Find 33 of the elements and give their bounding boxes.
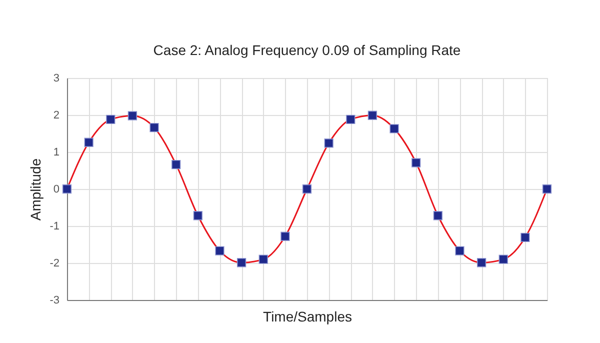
point — [258, 254, 268, 264]
point — [390, 124, 399, 134]
x-axis-title: Time/Samples — [263, 308, 352, 324]
y-tick-label: -3 — [50, 294, 60, 306]
point — [433, 211, 442, 220]
y-tick-label: 0 — [53, 184, 60, 196]
point — [346, 114, 356, 124]
point — [193, 211, 202, 220]
point — [368, 110, 378, 120]
point — [236, 258, 246, 268]
point — [498, 254, 508, 264]
point — [324, 138, 334, 148]
y-tick-label: 3 — [53, 72, 60, 84]
y-tick-label: -2 — [50, 258, 60, 270]
point — [476, 258, 486, 268]
point — [150, 122, 159, 132]
point — [128, 111, 138, 120]
point — [302, 184, 312, 194]
point — [542, 184, 552, 194]
y-tick-label: 2 — [53, 110, 60, 122]
y-axis-title: Amplitude — [28, 158, 44, 221]
point — [412, 158, 421, 168]
y-tick-label: -1 — [50, 220, 60, 232]
point — [215, 246, 224, 256]
point — [520, 232, 530, 242]
point — [106, 114, 116, 124]
point — [455, 246, 464, 256]
y-tick-label: 1 — [53, 146, 60, 158]
chart-title: Case 2: Analog Frequency 0.09 of Sampling Rate — [153, 42, 461, 58]
point — [62, 184, 72, 194]
point — [84, 138, 94, 147]
point — [172, 160, 181, 170]
point — [280, 232, 290, 241]
